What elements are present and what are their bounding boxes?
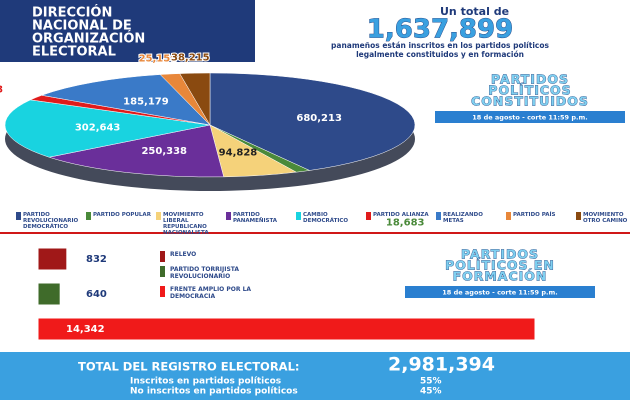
value-label: 832 (86, 254, 107, 265)
footer-row-value: 45% (420, 387, 442, 397)
header-title: ORGANIZACIÓN (32, 31, 145, 47)
legend-item: CAMBIO DEMOCRÁTICO (296, 212, 362, 224)
section-title: PARTIDOS (461, 247, 539, 262)
legend-swatch (160, 266, 165, 277)
summary-text: panameños están inscritos en los partido… (331, 41, 549, 50)
header-title: ELECTORAL (32, 45, 116, 60)
pie-slice (40, 74, 211, 126)
value-label: 25,158 (139, 54, 178, 65)
section-title: PARTIDOS (491, 72, 569, 87)
legend-label: FRENTE AMPLIO POR LA DEMOCRACIA (170, 286, 252, 300)
header-title: DIRECCIÓN (32, 5, 112, 21)
legend-label: MOVIMIENTO LIBERAL REPUBLICANO NACIONALI… (163, 212, 209, 236)
legend-item: MOVIMIENTO OTRO CAMINO (576, 212, 630, 224)
legend-label: CAMBIO DEMOCRÁTICO (303, 212, 349, 224)
header-box (0, 0, 255, 62)
footer-row-value: 55% (420, 377, 442, 387)
header-title: NACIONAL DE (32, 19, 132, 34)
legend-swatch (296, 212, 301, 220)
value-label: 94,828 (219, 148, 258, 159)
section-title: CONSTITUIDOS (471, 94, 589, 109)
value-label: 250,338 (141, 146, 187, 157)
date-box (435, 111, 625, 123)
date-box (405, 286, 595, 298)
pie-slice (48, 124, 225, 178)
legend-label: PARTIDO PAÍS (513, 212, 556, 218)
legend-label: RELEVO (170, 251, 197, 258)
legend-item: PARTIDO REVOLUCIONARIO DEMOCRÁTICO (16, 212, 82, 230)
legend-item: PARTIDO TORRIJISTA REVOLUCIONARIO (160, 266, 290, 280)
value-label: 640 (86, 289, 107, 300)
pie-slice (4, 99, 211, 158)
value-label: 680,213 (296, 113, 342, 124)
legend-item: PARTIDO ALIANZA (366, 212, 432, 220)
legend-swatch (86, 212, 91, 220)
pie-slice (209, 72, 416, 171)
legend-swatch (366, 212, 371, 220)
value-label: 38,215 (171, 53, 210, 64)
legend-item: PARTIDO PANAMEÑISTA (226, 212, 292, 224)
value-label: 302,643 (75, 122, 121, 133)
bar (37, 317, 536, 341)
footer-row-label: No inscritos en partidos políticos (130, 387, 298, 397)
total-number: 1,637,899 (367, 15, 513, 45)
legend-label: REALIZANDO METAS (443, 212, 483, 224)
summary-text: legalmente constituidos y en formación (356, 50, 524, 59)
footer-row-label: Inscritos en partidos políticos (130, 377, 281, 387)
legend-label: MOVIMIENTO OTRO CAMINO (583, 212, 628, 224)
legend-swatch (506, 212, 511, 220)
intro: Un total de (440, 5, 509, 18)
footer-band (0, 352, 630, 400)
section-title: POLÍTICOS EN (445, 258, 555, 273)
legend-label: PARTIDO TORRIJISTA REVOLUCIONARIO (170, 266, 240, 280)
legend-swatch (156, 212, 161, 220)
legend-swatch (226, 212, 231, 220)
legend-label: PARTIDO ALIANZA (373, 212, 429, 218)
legend-item: PARTIDO POPULAR (86, 212, 152, 220)
section-title: POLÍTICOS (488, 83, 571, 98)
legend-label: PARTIDO POPULAR (93, 212, 151, 218)
footer-label: TOTAL DEL REGISTRO ELECTORAL: (78, 360, 300, 374)
date-label: 18 de agosto - corte 11:59 p.m. (472, 114, 587, 122)
legend-swatch (160, 251, 165, 262)
section-title: FORMACIÓN (453, 269, 548, 284)
bar (37, 247, 68, 271)
legend-swatch (576, 212, 581, 220)
legend-swatch (160, 286, 165, 297)
legend-item: FRENTE AMPLIO POR LA DEMOCRACIA (160, 286, 290, 300)
date-label: 18 de agosto - corte 11:59 p.m. (442, 289, 557, 297)
legend-item: MOVIMIENTO LIBERAL REPUBLICANO NACIONALI… (156, 212, 222, 236)
legend-swatch (16, 212, 21, 220)
footer-total: 2,981,394 (388, 354, 495, 376)
bar (37, 282, 61, 306)
value-label: 18,683 (386, 217, 425, 228)
legend-item: PARTIDO PAÍS (506, 212, 572, 220)
pie-slice (179, 72, 211, 126)
value-label: 26,828 (0, 84, 3, 95)
value-label: 185,179 (123, 96, 169, 107)
legend-label: PARTIDO REVOLUCIONARIO DEMOCRÁTICO (23, 212, 79, 230)
legend-swatch (436, 212, 441, 220)
legend-item: RELEVO (160, 251, 290, 262)
legend-item: REALIZANDO METAS (436, 212, 502, 224)
value-label: 14,342 (66, 324, 105, 335)
legend-label: PARTIDO PANAMEÑISTA (233, 212, 278, 224)
